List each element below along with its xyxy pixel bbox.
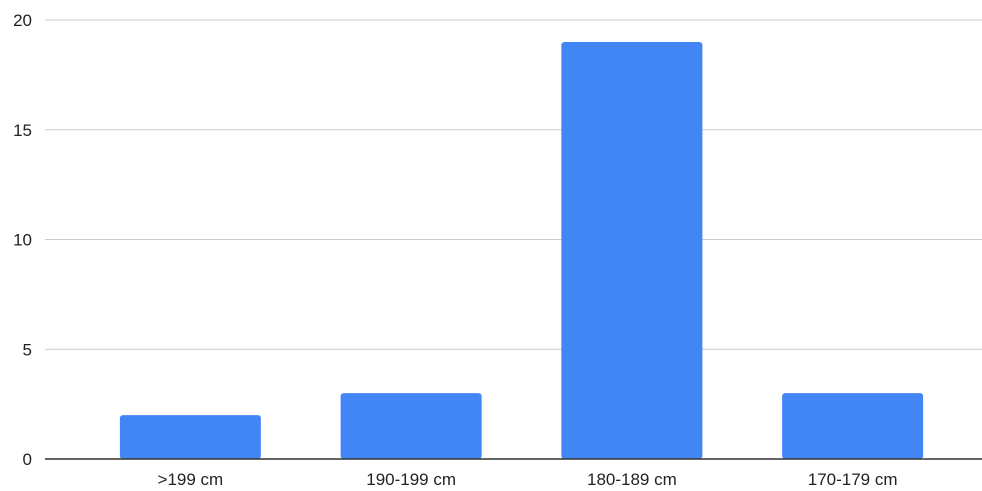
gridlines — [45, 19, 982, 350]
y-tick-label: 15 — [13, 121, 32, 140]
bar — [561, 41, 703, 459]
y-tick-label: 20 — [13, 11, 32, 30]
bar — [782, 393, 924, 459]
x-tick-label: 180-189 cm — [587, 470, 677, 489]
x-axis-ticks: >199 cm 190-199 cm 180-189 cm 170-179 cm — [158, 470, 898, 489]
y-tick-label: 0 — [23, 450, 32, 469]
y-tick-label: 10 — [13, 231, 32, 250]
bar — [340, 393, 482, 459]
bars — [119, 41, 924, 459]
y-axis-ticks: 0 5 10 15 20 — [13, 11, 32, 469]
y-tick-label: 5 — [23, 340, 32, 359]
bar — [119, 415, 261, 459]
x-tick-label: 190-199 cm — [366, 470, 456, 489]
x-tick-label: >199 cm — [158, 470, 224, 489]
x-tick-label: 170-179 cm — [808, 470, 898, 489]
